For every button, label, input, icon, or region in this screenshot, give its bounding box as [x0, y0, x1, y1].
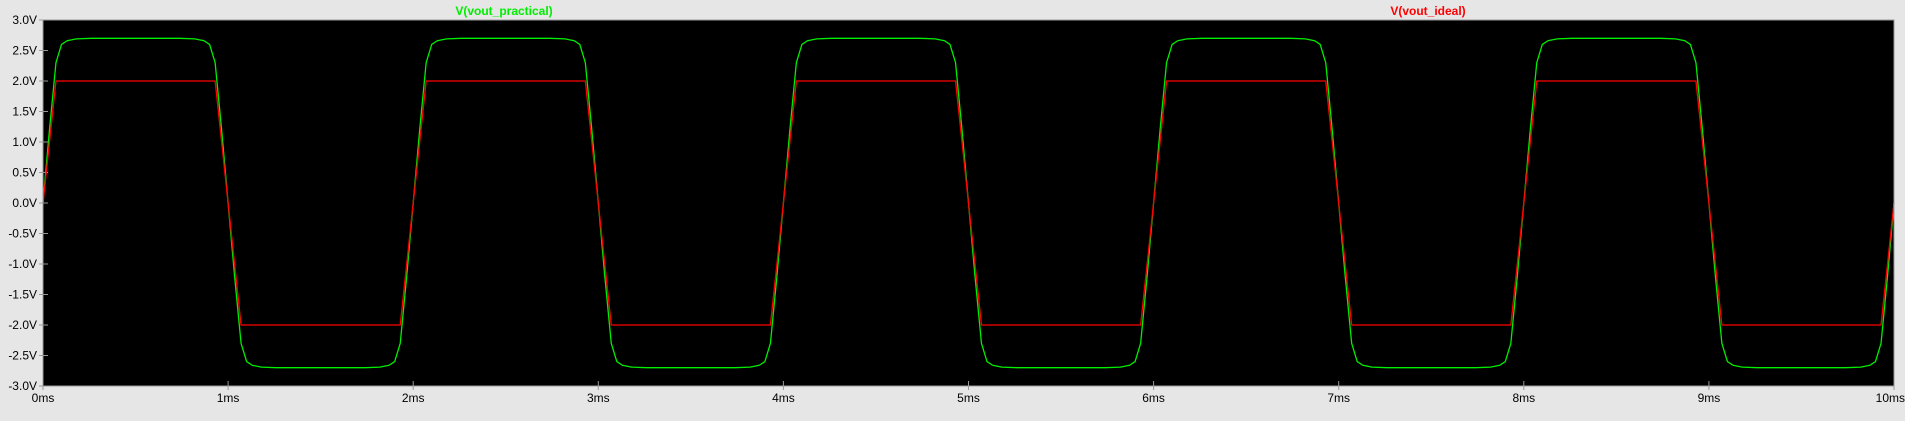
x-tick-label: 2ms: [402, 391, 425, 405]
y-tick-label: 2.5V: [12, 44, 37, 58]
traces: [42, 37, 1895, 369]
x-tick-label: 8ms: [1512, 391, 1535, 405]
y-tick-label: 1.0V: [12, 135, 37, 149]
y-axis: 3.0V 2.5V 2.0V 1.5V 1.0V 0.5V 0.0V -0.5V -1.0V -1…: [8, 13, 48, 393]
y-tick-label: -0.5V: [8, 227, 37, 241]
x-tick-label: 9ms: [1698, 391, 1721, 405]
y-tick-label: -2.0V: [8, 318, 37, 332]
x-tick-label: 7ms: [1327, 391, 1350, 405]
x-axis: 0ms 1ms 2ms 3ms 4ms 5ms 6ms 7ms 8ms 9ms 10ms: [32, 381, 1905, 405]
y-tick-label: -2.5V: [8, 349, 37, 363]
y-tick-label: 0.0V: [12, 196, 37, 210]
legend-vout-practical[interactable]: V(vout_practical): [455, 4, 552, 18]
y-tick-label: 2.0V: [12, 74, 37, 88]
x-tick-label: 0ms: [32, 391, 55, 405]
plot-area-border: [42, 19, 1895, 387]
x-tick-label: 1ms: [217, 391, 240, 405]
legend-vout-ideal[interactable]: V(vout_ideal): [1390, 4, 1465, 18]
y-tick-label: 0.5V: [12, 166, 37, 180]
trace-vout-ideal[interactable]: [42, 80, 1895, 326]
x-tick-label: 3ms: [587, 391, 610, 405]
y-tick-label: 3.0V: [12, 13, 37, 27]
y-tick-label: -1.5V: [8, 288, 37, 302]
x-tick-label: 10ms: [1876, 391, 1905, 405]
y-tick-label: -3.0V: [8, 379, 37, 393]
x-tick-label: 5ms: [957, 391, 980, 405]
x-tick-label: 4ms: [772, 391, 795, 405]
y-tick-label: 1.5V: [12, 105, 37, 119]
x-tick-label: 6ms: [1142, 391, 1165, 405]
y-tick-label: -1.0V: [8, 257, 37, 271]
